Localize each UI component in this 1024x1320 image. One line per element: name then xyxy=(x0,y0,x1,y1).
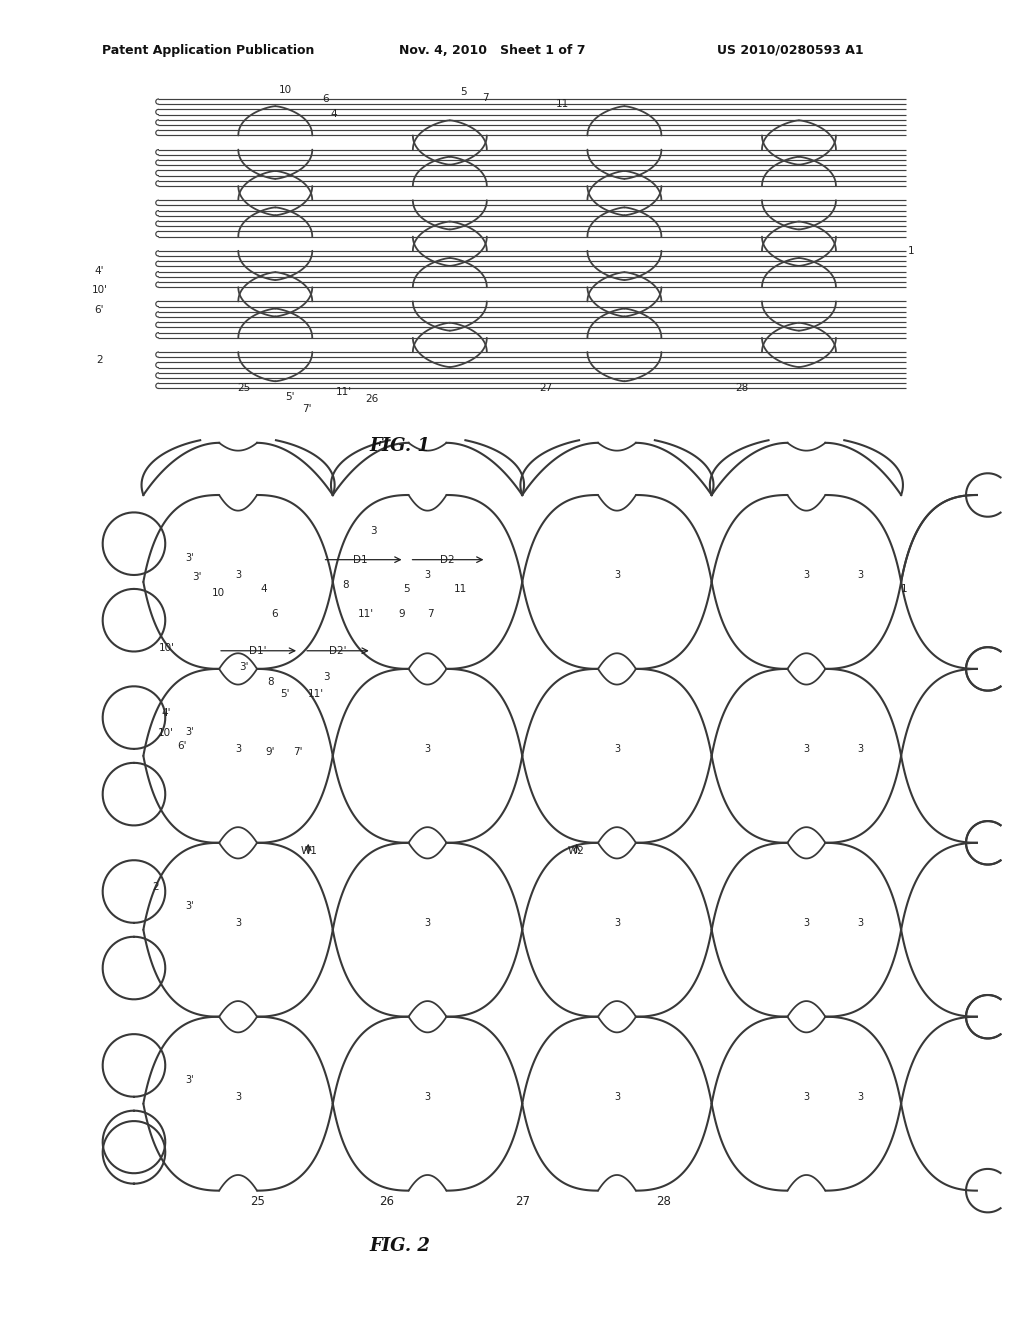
Text: 8: 8 xyxy=(342,579,348,590)
Text: D1: D1 xyxy=(353,554,368,565)
Text: US 2010/0280593 A1: US 2010/0280593 A1 xyxy=(717,44,863,57)
Text: 3: 3 xyxy=(857,1092,863,1102)
Text: 3': 3' xyxy=(185,1074,194,1085)
Text: 25: 25 xyxy=(251,1195,265,1208)
Text: 11': 11' xyxy=(357,609,374,619)
Text: 4: 4 xyxy=(331,108,337,119)
Text: 25: 25 xyxy=(238,383,250,393)
Text: 3: 3 xyxy=(425,744,430,754)
Text: 2: 2 xyxy=(96,355,102,366)
Text: 11: 11 xyxy=(455,583,467,594)
Text: 6: 6 xyxy=(323,94,329,104)
Text: 4': 4' xyxy=(161,708,171,718)
Text: 27: 27 xyxy=(515,1195,529,1208)
Text: 3: 3 xyxy=(236,744,241,754)
Text: 3: 3 xyxy=(425,570,430,581)
Text: 4': 4' xyxy=(94,265,104,276)
Text: 3': 3' xyxy=(185,902,194,911)
Text: 5: 5 xyxy=(403,583,410,594)
Text: FIG. 1: FIG. 1 xyxy=(369,437,430,455)
Text: 7': 7' xyxy=(302,404,312,414)
Text: 11': 11' xyxy=(336,387,352,397)
Text: Patent Application Publication: Patent Application Publication xyxy=(102,44,314,57)
Text: 4: 4 xyxy=(261,583,267,594)
Text: 3': 3' xyxy=(239,661,249,672)
Text: 3: 3 xyxy=(236,919,241,928)
Text: D2: D2 xyxy=(440,554,455,565)
Text: W1: W1 xyxy=(301,846,317,857)
Text: 7': 7' xyxy=(293,747,303,758)
Text: 6: 6 xyxy=(271,609,278,619)
Text: 1: 1 xyxy=(908,246,914,256)
Text: 9': 9' xyxy=(265,747,275,758)
Text: 1: 1 xyxy=(901,583,907,594)
Text: 3: 3 xyxy=(614,744,620,754)
Text: 3: 3 xyxy=(614,570,620,581)
Text: 10: 10 xyxy=(212,587,224,598)
Text: 6': 6' xyxy=(177,741,187,751)
Text: 3: 3 xyxy=(804,570,809,581)
Text: 6': 6' xyxy=(94,305,104,315)
Text: 5': 5' xyxy=(280,689,290,700)
Text: 26: 26 xyxy=(366,393,378,404)
Text: FIG. 2: FIG. 2 xyxy=(369,1237,430,1255)
Text: 10: 10 xyxy=(280,84,292,95)
Text: 10': 10' xyxy=(159,643,175,653)
Text: D1': D1' xyxy=(249,645,267,656)
Text: 5: 5 xyxy=(461,87,467,98)
Text: 3: 3 xyxy=(804,744,809,754)
Text: D2': D2' xyxy=(329,645,347,656)
Text: 3: 3 xyxy=(614,1092,620,1102)
Text: 28: 28 xyxy=(735,383,748,393)
Text: 7: 7 xyxy=(482,92,488,103)
Text: 3': 3' xyxy=(185,553,194,564)
Text: 11': 11' xyxy=(307,689,324,700)
Text: Nov. 4, 2010   Sheet 1 of 7: Nov. 4, 2010 Sheet 1 of 7 xyxy=(399,44,586,57)
Text: 10': 10' xyxy=(158,727,174,738)
Text: 3: 3 xyxy=(857,570,863,581)
Text: 27: 27 xyxy=(540,383,552,393)
Text: 3: 3 xyxy=(614,919,620,928)
Text: 3: 3 xyxy=(857,744,863,754)
Text: 3': 3' xyxy=(191,572,202,582)
Text: 3: 3 xyxy=(804,1092,809,1102)
Text: 5': 5' xyxy=(285,392,295,403)
Text: 3: 3 xyxy=(857,919,863,928)
Text: 3: 3 xyxy=(804,919,809,928)
Text: 26: 26 xyxy=(380,1195,394,1208)
Text: 3': 3' xyxy=(185,727,194,737)
Text: 3: 3 xyxy=(324,672,330,682)
Text: 9: 9 xyxy=(398,609,404,619)
Text: 7: 7 xyxy=(427,609,433,619)
Text: 3: 3 xyxy=(236,1092,241,1102)
Text: 28: 28 xyxy=(656,1195,671,1208)
Text: 3: 3 xyxy=(425,919,430,928)
Text: 11: 11 xyxy=(556,99,568,110)
Text: W2: W2 xyxy=(568,846,585,857)
Text: 3: 3 xyxy=(371,525,377,536)
Text: 3: 3 xyxy=(425,1092,430,1102)
Text: 3: 3 xyxy=(236,570,241,581)
Text: 8: 8 xyxy=(267,677,273,688)
Text: 2: 2 xyxy=(153,882,159,892)
Text: 10': 10' xyxy=(91,285,108,296)
